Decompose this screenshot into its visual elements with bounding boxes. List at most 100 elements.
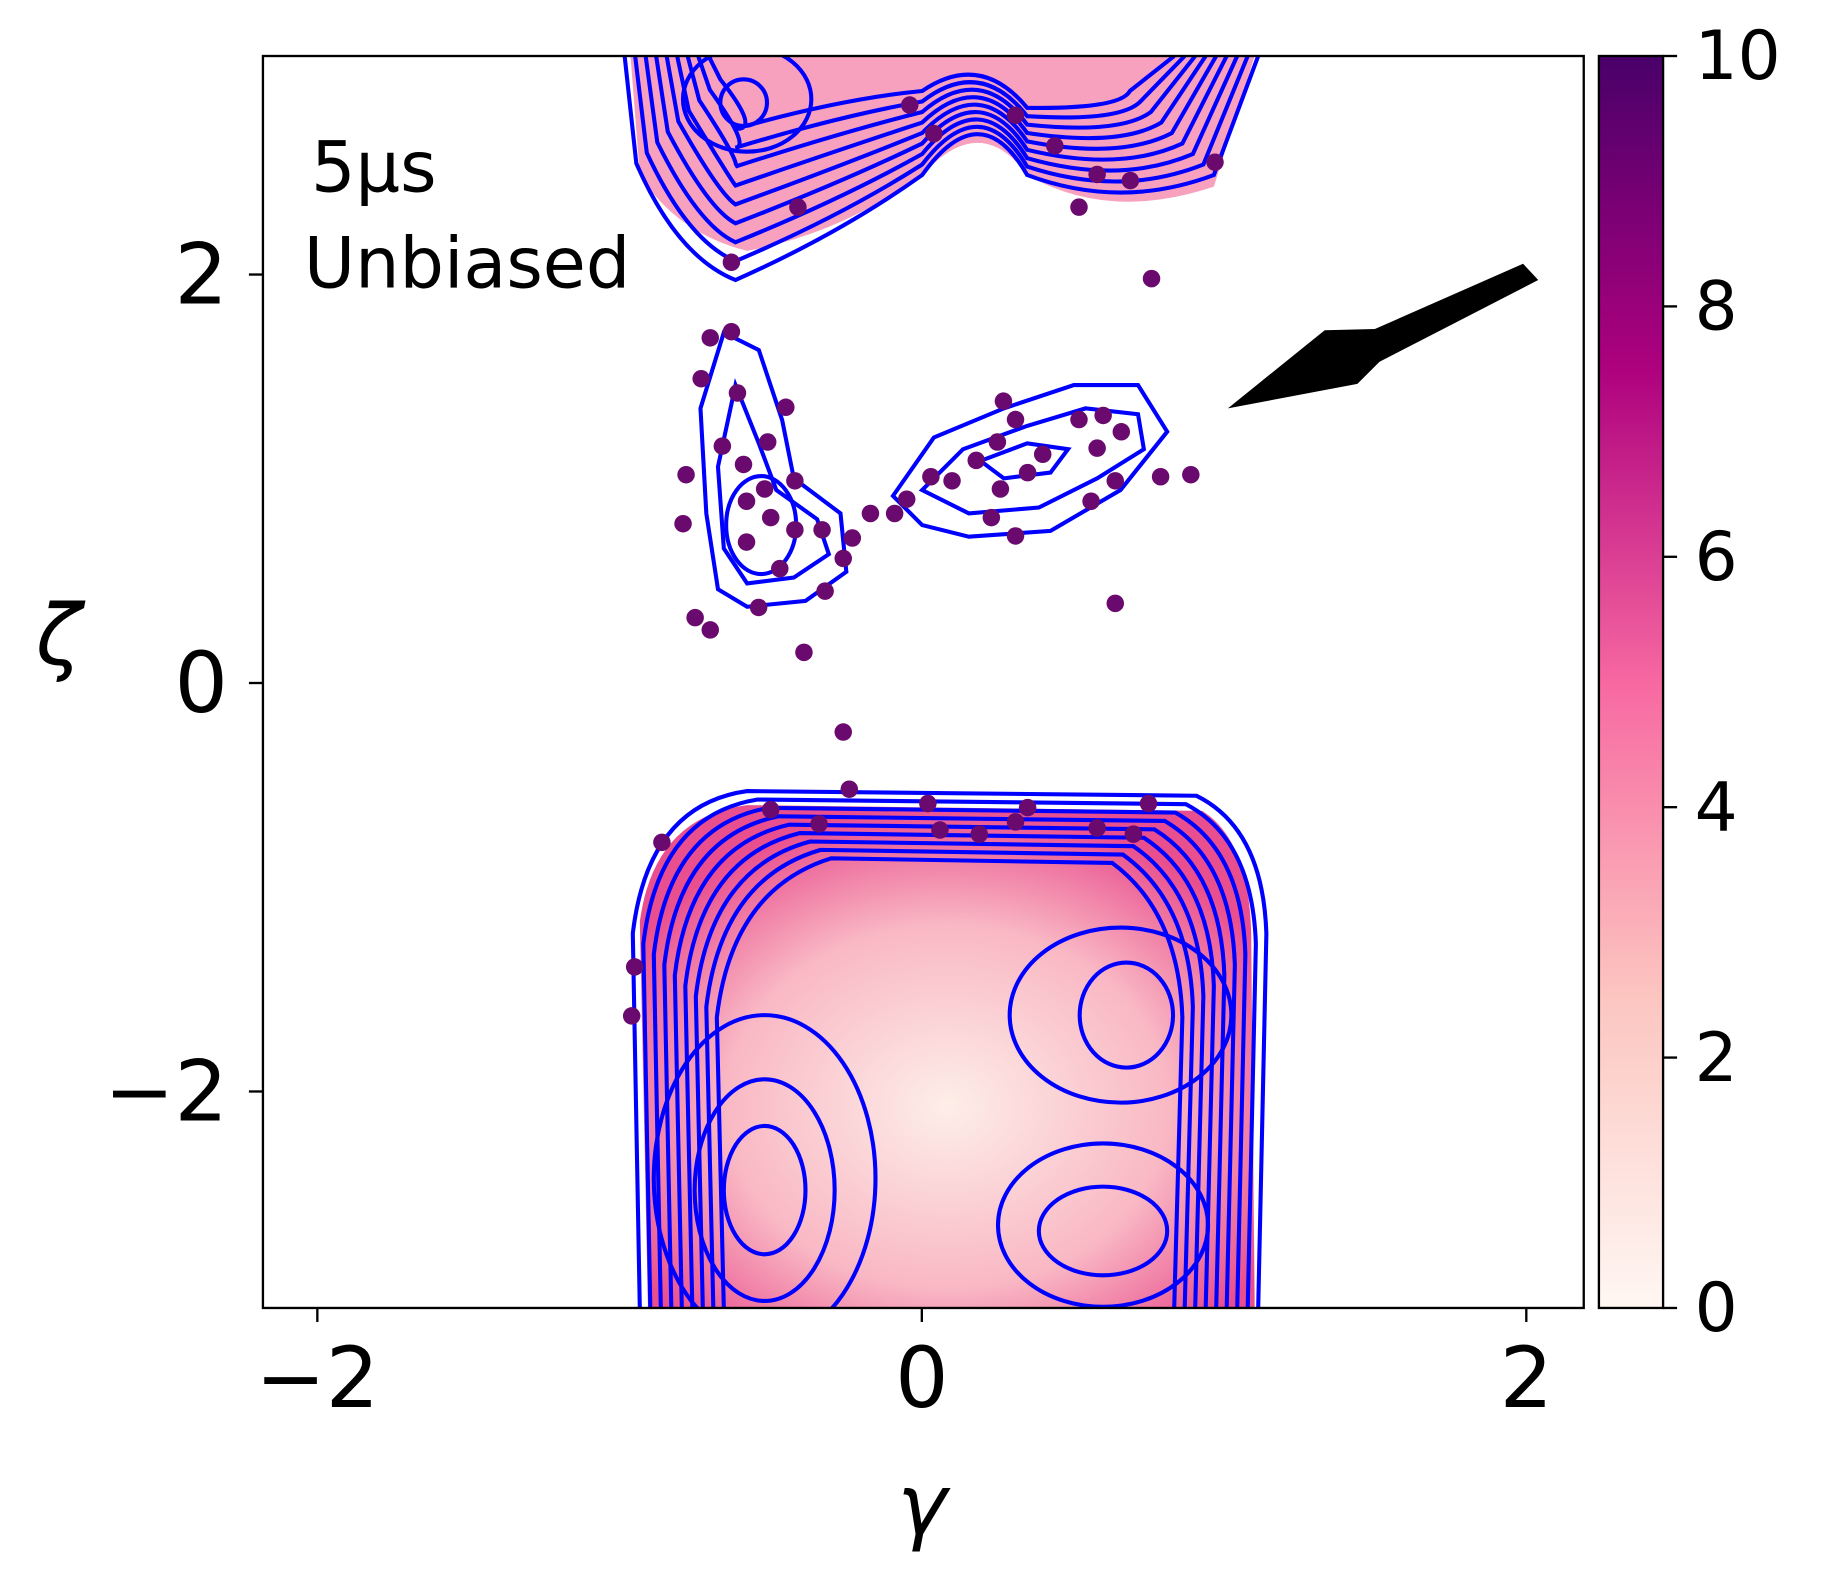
data-point — [1006, 813, 1025, 831]
data-point — [737, 492, 756, 510]
data-point — [734, 455, 753, 474]
data-point — [991, 480, 1010, 498]
data-point — [1018, 463, 1037, 482]
data-point — [861, 504, 880, 523]
data-point — [1182, 465, 1200, 484]
data-point — [701, 329, 720, 347]
x-tick-label: 0 — [895, 1329, 948, 1427]
data-point — [1046, 137, 1064, 155]
contour-line — [890, 382, 1170, 539]
data-point — [925, 124, 943, 143]
data-point — [713, 437, 732, 455]
contour-line — [685, 56, 1197, 169]
colorbar — [1597, 54, 1665, 1310]
contour-line — [630, 789, 1269, 1308]
data-point — [897, 490, 916, 508]
data-point — [1151, 467, 1170, 486]
data-point — [755, 480, 774, 498]
contour-line — [1036, 1184, 1170, 1278]
data-point — [1124, 825, 1143, 843]
data-point — [1006, 410, 1025, 429]
contour-line — [715, 378, 832, 586]
data-point — [816, 582, 834, 600]
data-point — [900, 96, 919, 114]
data-point — [795, 643, 813, 662]
data-point — [1206, 153, 1224, 171]
y-tick-label: 2 — [174, 225, 227, 323]
data-point — [994, 392, 1013, 410]
annotation: 5μs — [311, 127, 437, 209]
data-point — [771, 559, 789, 578]
contour-line — [1007, 925, 1234, 1105]
contour-line — [693, 839, 1206, 1308]
x-tick-label: −2 — [255, 1329, 379, 1427]
contour-line — [664, 56, 1218, 207]
data-point — [1088, 439, 1106, 457]
contour-line — [675, 56, 1208, 188]
contour-line — [1077, 960, 1176, 1070]
contour-line — [641, 797, 1258, 1308]
data-point — [988, 433, 1007, 451]
contour-line — [654, 56, 1229, 226]
contour-line — [714, 856, 1185, 1308]
data-point — [1106, 472, 1125, 490]
data-point — [931, 821, 949, 839]
data-point — [810, 815, 828, 833]
data-point — [653, 833, 671, 852]
data-point — [1006, 106, 1025, 124]
data-point — [786, 521, 804, 539]
data-point — [834, 723, 852, 741]
data-point — [1088, 819, 1106, 837]
y-tick-label: 0 — [174, 634, 227, 732]
data-point — [1088, 165, 1106, 184]
contour-line — [680, 56, 814, 154]
x-tick-label: 2 — [1500, 1329, 1553, 1427]
data-point — [701, 621, 720, 639]
data-point — [922, 467, 940, 486]
data-point — [789, 198, 807, 216]
data-point — [885, 504, 904, 523]
data-point — [967, 451, 985, 470]
contour-line — [704, 847, 1195, 1308]
contour-line — [651, 1013, 878, 1308]
data-point — [1006, 527, 1025, 545]
data-point — [728, 384, 747, 402]
data-point — [1070, 198, 1088, 216]
data-point — [758, 433, 777, 451]
data-point — [786, 472, 804, 490]
data-point — [692, 369, 710, 388]
data-point — [777, 398, 795, 417]
data-point — [1082, 492, 1100, 510]
contour-line — [662, 814, 1237, 1308]
data-point — [1018, 798, 1037, 817]
x-axis-label: γ — [897, 1456, 951, 1554]
data-point — [1106, 594, 1125, 613]
data-point — [749, 598, 768, 617]
contour-line — [718, 77, 770, 129]
data-point — [674, 514, 692, 533]
data-point — [761, 800, 780, 819]
data-point — [722, 322, 741, 341]
data-point — [834, 549, 852, 568]
colorbar-tick-label: 0 — [1695, 1268, 1738, 1347]
data-point — [1094, 406, 1112, 425]
data-point — [919, 794, 937, 813]
data-point — [1142, 269, 1161, 288]
data-point — [840, 780, 859, 798]
data-point — [982, 508, 1001, 527]
contour-line — [683, 831, 1216, 1308]
contour-line — [672, 822, 1227, 1308]
contour-line — [692, 1077, 837, 1304]
data-point — [1033, 445, 1052, 464]
y-tick-label: −2 — [104, 1042, 228, 1140]
data-point — [622, 1007, 641, 1025]
data-point — [813, 521, 831, 539]
density-map — [622, 56, 1269, 1308]
data-point — [1070, 410, 1088, 429]
data-point — [943, 472, 961, 490]
data-point — [722, 253, 741, 272]
data-point — [1121, 171, 1140, 190]
colorbar-tick-label: 6 — [1695, 517, 1738, 596]
annotation: Unbiased — [304, 222, 630, 304]
